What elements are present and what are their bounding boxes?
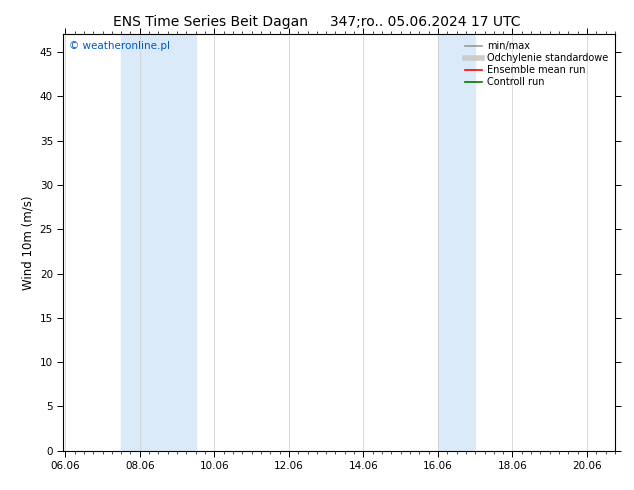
Text: ENS Time Series Beit Dagan     347;ro.. 05.06.2024 17 UTC: ENS Time Series Beit Dagan 347;ro.. 05.0… (113, 15, 521, 29)
Text: © weatheronline.pl: © weatheronline.pl (69, 41, 170, 50)
Y-axis label: Wind 10m (m/s): Wind 10m (m/s) (21, 196, 34, 290)
Legend: min/max, Odchylenie standardowe, Ensemble mean run, Controll run: min/max, Odchylenie standardowe, Ensembl… (463, 39, 610, 89)
Bar (121, 34, 196, 451)
Bar (438, 34, 476, 451)
